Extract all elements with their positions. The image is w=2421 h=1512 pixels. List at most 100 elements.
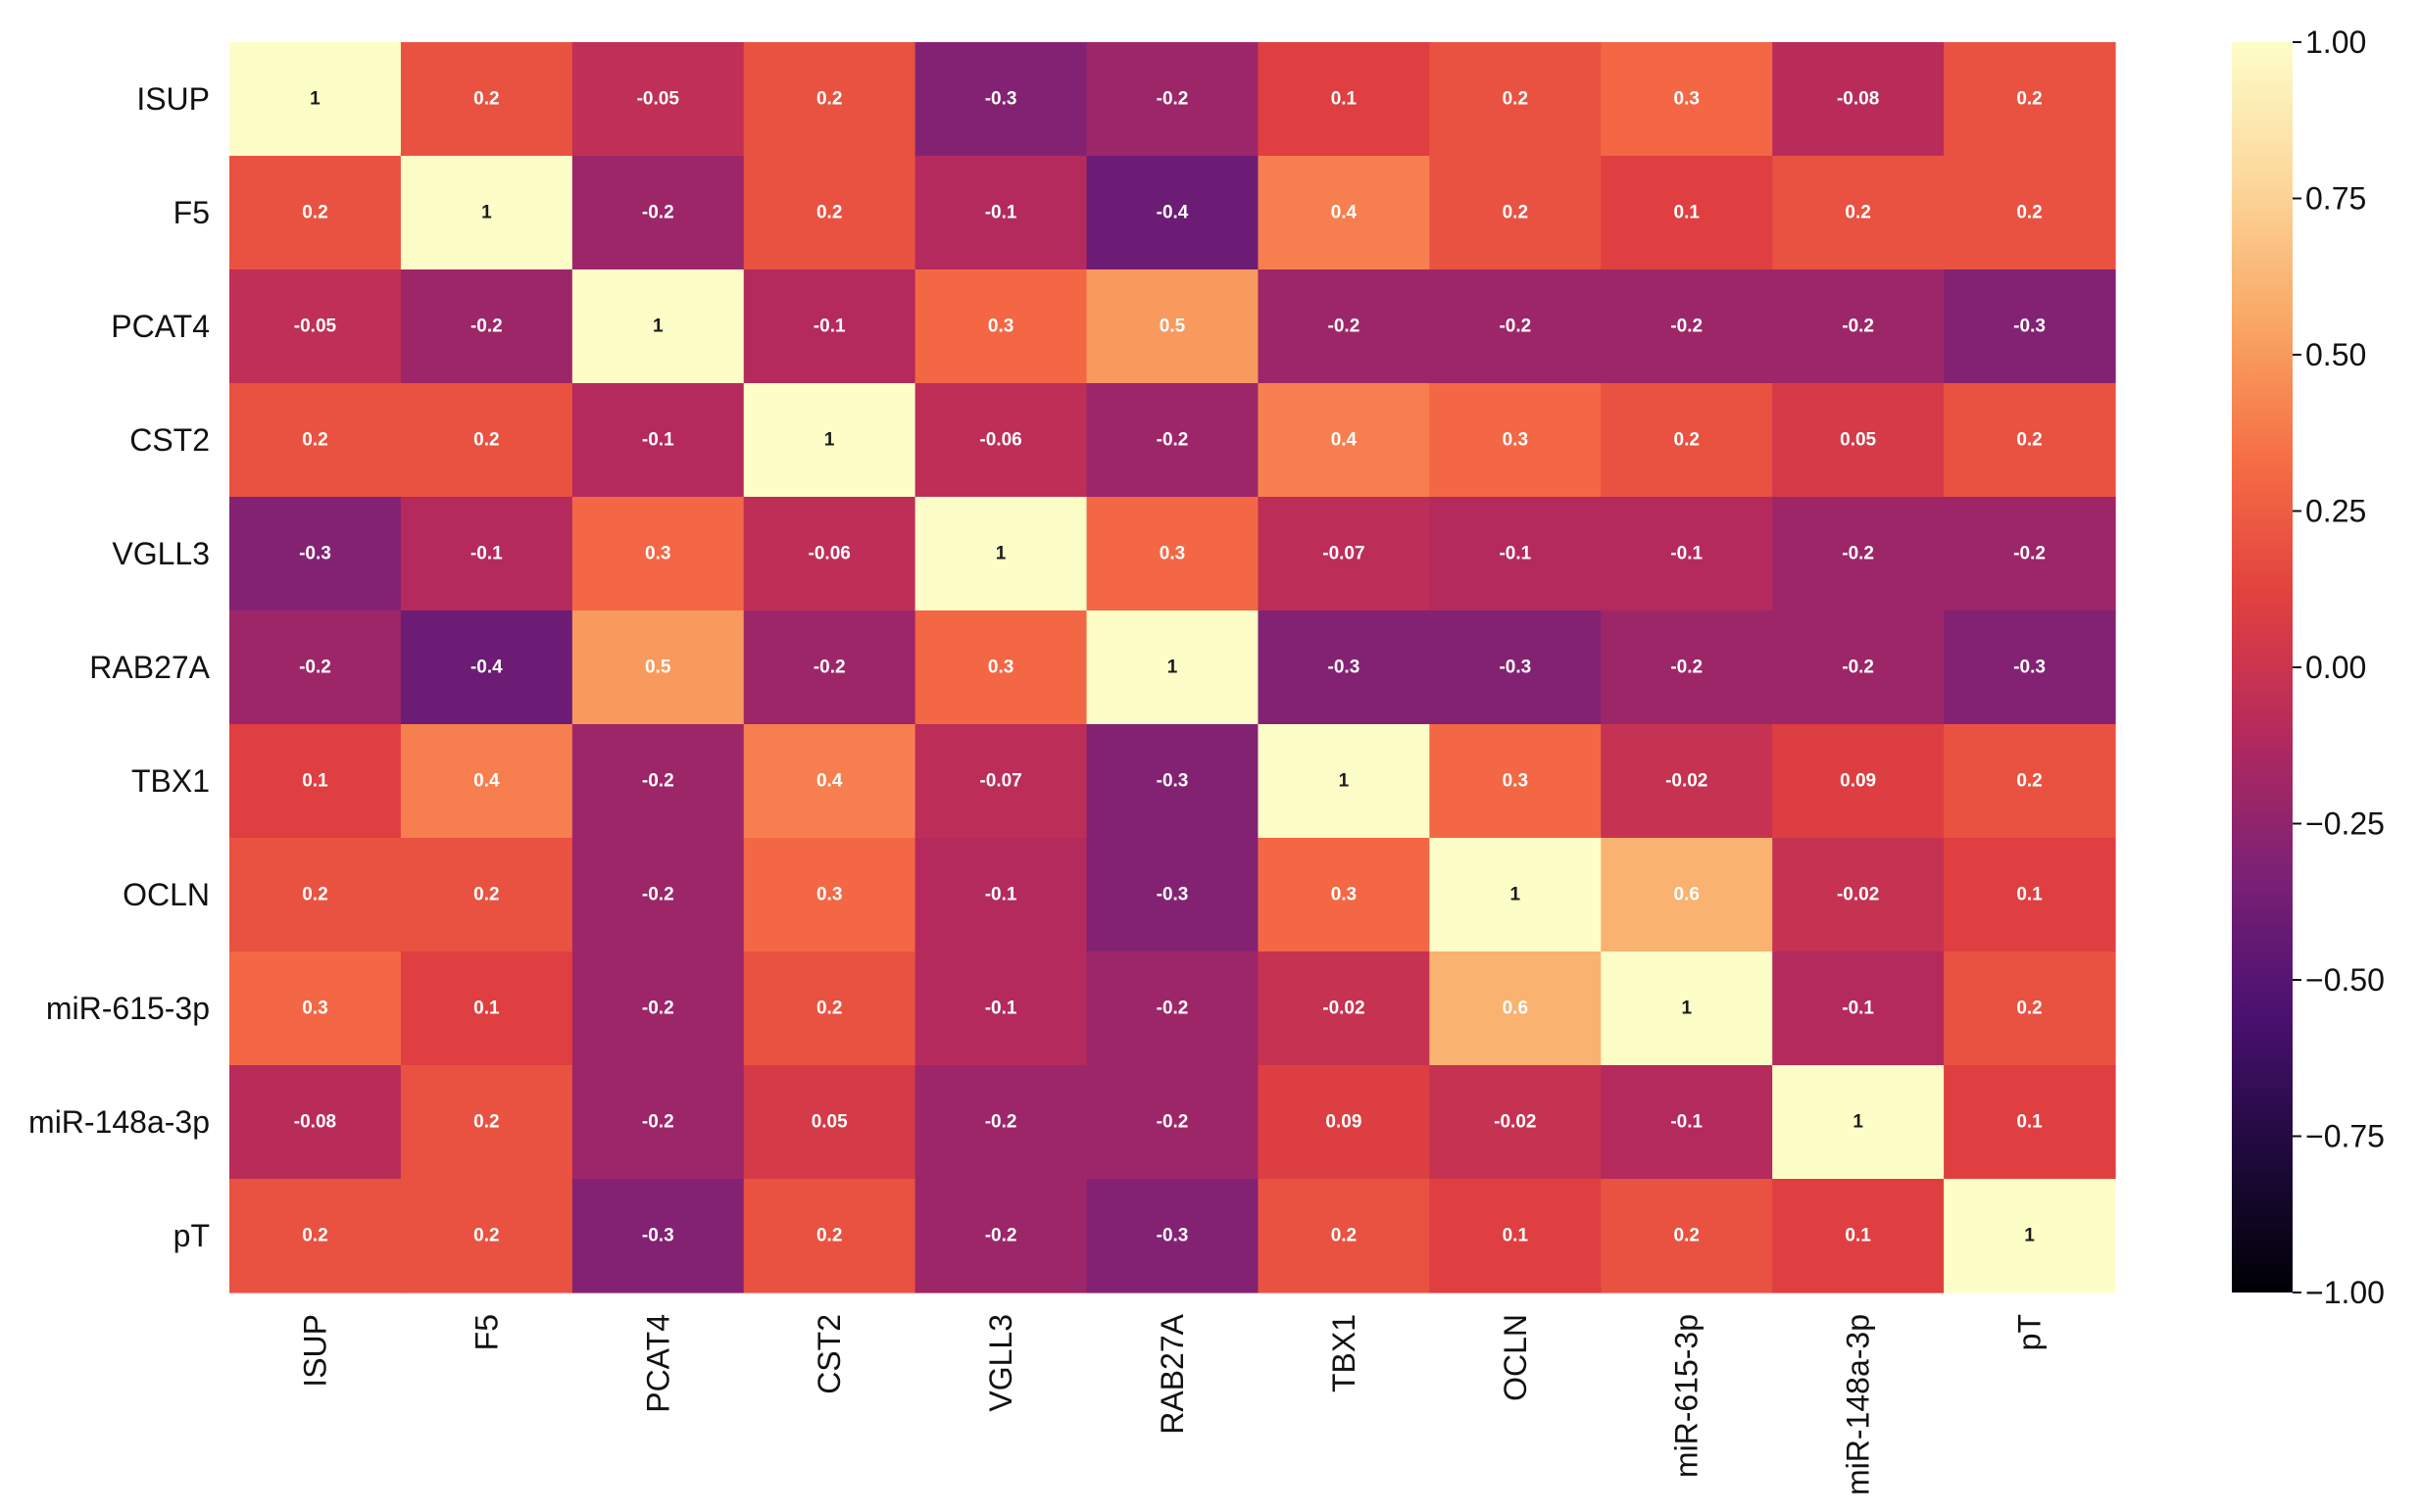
heatmap-cell-label: 0.1 bbox=[302, 771, 328, 792]
heatmap-cell bbox=[914, 497, 1088, 611]
heatmap-cell bbox=[229, 1179, 402, 1293]
heatmap-cell-label: 0.1 bbox=[473, 999, 500, 1019]
heatmap-cell-label: 0.2 bbox=[302, 430, 327, 451]
heatmap-cell-label: 0.2 bbox=[2016, 203, 2042, 223]
heatmap-cells bbox=[229, 42, 2116, 1293]
heatmap-cell-label: 0.05 bbox=[1840, 430, 1876, 451]
heatmap-cell bbox=[1258, 1065, 1430, 1180]
heatmap-cell bbox=[571, 1065, 745, 1180]
heatmap-cell bbox=[1429, 838, 1602, 952]
row-tick-label: RAB27A bbox=[89, 650, 210, 685]
heatmap-cell bbox=[229, 269, 402, 384]
heatmap-cell bbox=[1429, 497, 1602, 611]
heatmap-cell-label: 0.6 bbox=[1674, 885, 1700, 905]
heatmap-cell-label: 0.4 bbox=[473, 771, 500, 792]
heatmap-cell-label: -0.2 bbox=[2013, 544, 2046, 564]
heatmap-cell-label: -0.1 bbox=[642, 430, 674, 451]
row-tick-label: PCAT4 bbox=[111, 309, 210, 344]
heatmap-cell-label: -0.2 bbox=[299, 658, 331, 678]
heatmap-cell bbox=[229, 497, 402, 611]
heatmap-cell-label: 0.2 bbox=[302, 203, 327, 223]
colorbar-tick-label: 0.25 bbox=[2305, 494, 2366, 529]
heatmap-cell bbox=[743, 42, 916, 157]
heatmap-cell-label: 1 bbox=[1339, 771, 1350, 792]
heatmap-cell bbox=[914, 269, 1088, 384]
heatmap-cell-label: -0.3 bbox=[985, 89, 1017, 110]
heatmap-cell-label: -0.3 bbox=[2013, 317, 2046, 337]
heatmap-cell bbox=[1258, 610, 1430, 725]
heatmap-cell bbox=[571, 156, 745, 270]
heatmap-cell bbox=[1601, 610, 1773, 725]
colorbar-gradient bbox=[2232, 42, 2293, 1293]
column-tick-label: RAB27A bbox=[1155, 1313, 1190, 1434]
heatmap-cell bbox=[1772, 951, 1945, 1066]
heatmap-cell bbox=[1601, 497, 1773, 611]
heatmap-cell-label: 0.2 bbox=[2016, 89, 2042, 110]
heatmap-cell-label: 0.4 bbox=[1331, 430, 1358, 451]
heatmap-cell bbox=[1601, 42, 1773, 157]
heatmap-cell bbox=[914, 1179, 1088, 1293]
heatmap-cell bbox=[400, 42, 573, 157]
heatmap-cell-label: -0.2 bbox=[1157, 1112, 1189, 1133]
heatmap-cell bbox=[229, 724, 402, 839]
heatmap-cell bbox=[1086, 156, 1260, 270]
heatmap-cell bbox=[743, 1179, 916, 1293]
heatmap-cell bbox=[1944, 951, 2116, 1066]
heatmap-cell-label: -0.05 bbox=[294, 317, 337, 337]
heatmap-cell bbox=[1429, 156, 1602, 270]
colorbar-tick-label: −0.50 bbox=[2305, 962, 2385, 998]
heatmap-cell bbox=[1601, 1179, 1773, 1293]
heatmap-cell bbox=[1772, 383, 1945, 498]
heatmap-cell-label: 0.2 bbox=[816, 999, 842, 1019]
heatmap-cell-label: -0.07 bbox=[1322, 544, 1364, 564]
column-tick-label: CST2 bbox=[812, 1314, 847, 1394]
heatmap-cell-label: 0.4 bbox=[816, 771, 843, 792]
heatmap-cell bbox=[571, 838, 745, 952]
heatmap-cell bbox=[1429, 1065, 1602, 1180]
heatmap-cell-label: 0.1 bbox=[2016, 1112, 2043, 1133]
heatmap-cell-label: 0.2 bbox=[1331, 1226, 1357, 1246]
heatmap-cell-label: -0.3 bbox=[2013, 658, 2046, 678]
heatmap-cell-label: 0.2 bbox=[473, 430, 499, 451]
heatmap-cell bbox=[1258, 383, 1430, 498]
heatmap-cell-label: -0.2 bbox=[642, 885, 674, 905]
heatmap-cell bbox=[229, 951, 402, 1066]
heatmap-cell bbox=[1772, 724, 1945, 839]
heatmap-cell-label: 0.2 bbox=[473, 1112, 499, 1133]
heatmap-cell-label: 0.3 bbox=[302, 999, 327, 1019]
heatmap-cell-label: -0.08 bbox=[294, 1112, 336, 1133]
heatmap-cell-label: -0.2 bbox=[642, 999, 674, 1019]
heatmap-cell-label: -0.3 bbox=[1499, 658, 1531, 678]
heatmap-cell-label: -0.1 bbox=[1499, 544, 1531, 564]
heatmap-cell bbox=[1429, 951, 1602, 1066]
column-tick-label: pT bbox=[2012, 1314, 2048, 1350]
heatmap-cell-label: -0.2 bbox=[1328, 317, 1360, 337]
heatmap-cell-label: 0.3 bbox=[1160, 544, 1185, 564]
heatmap-cell bbox=[400, 383, 573, 498]
heatmap-cell-label: 0.1 bbox=[2016, 885, 2043, 905]
heatmap-cell bbox=[1944, 1179, 2116, 1293]
heatmap-cell bbox=[1258, 838, 1430, 952]
heatmap-cell-label: -0.02 bbox=[1322, 999, 1364, 1019]
heatmap-cell bbox=[1601, 156, 1773, 270]
heatmap-cell-label: 0.5 bbox=[645, 658, 671, 678]
heatmap-cell-label: 1 bbox=[1510, 885, 1521, 905]
heatmap-cell-label: -0.02 bbox=[1665, 771, 1707, 792]
heatmap-cell bbox=[914, 1065, 1088, 1180]
heatmap-cell-label: -0.08 bbox=[1837, 89, 1879, 110]
row-tick-label: miR-615-3p bbox=[46, 991, 210, 1026]
heatmap-cell bbox=[743, 1065, 916, 1180]
heatmap-cell bbox=[1944, 724, 2116, 839]
colorbar-tick-label: −1.00 bbox=[2305, 1275, 2385, 1310]
heatmap-cell-label: 0.6 bbox=[1503, 999, 1528, 1019]
heatmap-cell bbox=[1258, 156, 1430, 270]
heatmap-cell-label: -0.2 bbox=[1842, 658, 1874, 678]
heatmap-cell bbox=[1086, 724, 1260, 839]
column-tick-label: PCAT4 bbox=[640, 1314, 675, 1413]
heatmap-cell-label: 0.2 bbox=[1503, 203, 1528, 223]
heatmap-cell-label: 1 bbox=[824, 430, 835, 451]
heatmap-cell bbox=[743, 610, 916, 725]
heatmap-cell bbox=[743, 838, 916, 952]
colorbar-tick-label: 0.00 bbox=[2305, 650, 2366, 685]
